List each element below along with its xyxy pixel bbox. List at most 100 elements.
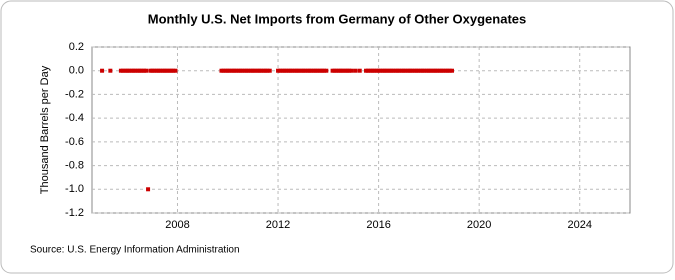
point [162, 68, 167, 73]
point [286, 68, 291, 73]
point [221, 68, 226, 73]
point [395, 68, 400, 73]
frame [0, 0, 674, 274]
point [324, 68, 329, 73]
point [450, 68, 455, 73]
point [146, 187, 151, 192]
point [255, 68, 260, 73]
point [261, 68, 266, 73]
point [366, 68, 371, 73]
x-tick-label: 2020 [467, 219, 491, 231]
point [414, 68, 419, 73]
point [219, 68, 224, 73]
point [420, 68, 425, 73]
point [426, 68, 431, 73]
point [169, 68, 174, 73]
point [284, 68, 289, 73]
point [144, 68, 149, 73]
point [318, 68, 323, 73]
point [276, 68, 281, 73]
point [129, 68, 134, 73]
point [437, 68, 442, 73]
point [267, 68, 272, 73]
point [278, 68, 283, 73]
plot-area [91, 46, 631, 214]
point [236, 68, 241, 73]
y-tick-label: -0.4 [65, 112, 84, 124]
point [250, 68, 255, 73]
point [374, 68, 379, 73]
point [443, 68, 448, 73]
point [232, 68, 237, 73]
point [282, 68, 287, 73]
point [380, 68, 385, 73]
point [263, 68, 268, 73]
point [424, 68, 429, 73]
y-tick-label: -0.2 [65, 88, 84, 100]
point [127, 68, 132, 73]
point [439, 68, 444, 73]
point [125, 68, 130, 73]
point [137, 68, 142, 73]
point [135, 68, 140, 73]
point [403, 68, 408, 73]
y-tick-label: -1.0 [65, 183, 84, 195]
point [399, 68, 404, 73]
point [240, 68, 245, 73]
x-tick-label: 2016 [366, 219, 390, 231]
point [248, 68, 253, 73]
y-tick-label: -1.2 [65, 207, 84, 219]
point [131, 68, 136, 73]
point [244, 68, 249, 73]
point [340, 68, 345, 73]
point [387, 68, 392, 73]
point [422, 68, 427, 73]
point [334, 68, 339, 73]
point [391, 68, 396, 73]
point [160, 68, 165, 73]
point [242, 68, 247, 73]
point [257, 68, 262, 73]
y-tick-label: -0.6 [65, 136, 84, 148]
point [173, 68, 178, 73]
point [223, 68, 228, 73]
point [246, 68, 251, 73]
point [370, 68, 375, 73]
point [347, 68, 352, 73]
point [148, 68, 153, 73]
point [435, 68, 440, 73]
point [320, 68, 325, 73]
point [384, 68, 389, 73]
point [313, 68, 318, 73]
x-tick-label: 2012 [266, 219, 290, 231]
y-axis-label: Thousand Barrels per Day [39, 65, 51, 194]
point [433, 68, 438, 73]
point [292, 68, 297, 73]
point [431, 68, 436, 73]
point [343, 68, 348, 73]
point [227, 68, 232, 73]
point [123, 68, 128, 73]
point [309, 68, 314, 73]
point [368, 68, 373, 73]
point [441, 68, 446, 73]
point [288, 68, 293, 73]
point [156, 68, 161, 73]
point [428, 68, 433, 73]
point [410, 68, 415, 73]
point [280, 68, 285, 73]
point [330, 68, 335, 73]
point [418, 68, 423, 73]
point [142, 68, 147, 73]
point [382, 68, 387, 73]
point [349, 68, 354, 73]
chart-title: Monthly U.S. Net Imports from Germany of… [148, 11, 527, 26]
point [290, 68, 295, 73]
point [332, 68, 337, 73]
point [447, 68, 452, 73]
point [296, 68, 301, 73]
point [294, 68, 299, 73]
point [416, 68, 421, 73]
point [259, 68, 264, 73]
